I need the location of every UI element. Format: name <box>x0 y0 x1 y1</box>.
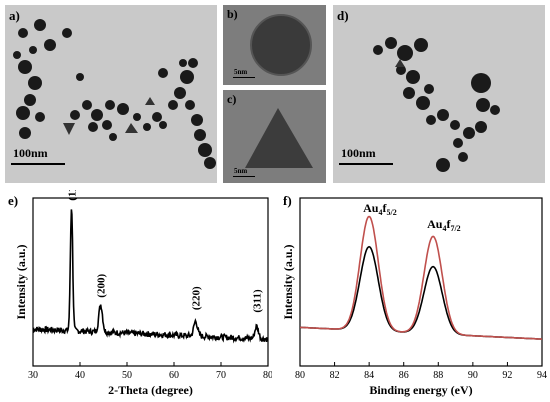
scale-label-a: 100nm <box>13 146 48 160</box>
scale-label-b: 5nm <box>234 68 248 76</box>
nanoparticle-b <box>250 14 312 76</box>
xps-series-1 <box>300 215 542 340</box>
scale-label-d: 100nm <box>341 146 376 160</box>
y-axis-label: Intensity (a.u.) <box>14 244 28 319</box>
scale-bar-c <box>233 176 255 177</box>
panel-label-e: e) <box>8 193 19 208</box>
hrtem-image-b: b) 5nm <box>223 5 326 85</box>
xps-chart: 80 82 84 86 88 90 92 94 Binding energy (eV) Inten… <box>281 197 547 397</box>
y-axis-label: Intensity (a.u.) <box>281 244 295 319</box>
x-axis-label: 2-Theta (degree) <box>108 383 193 397</box>
panel-label-d: d) <box>337 8 349 23</box>
panel-label-c: c) <box>227 92 237 106</box>
x-tick-label: 94 <box>537 370 547 381</box>
nanoparticles-d <box>373 37 500 172</box>
x-tick-label: 92 <box>502 370 512 381</box>
scale-bar-b <box>233 77 255 78</box>
peak-label: (311) <box>252 289 264 313</box>
xrd-line <box>32 209 269 344</box>
panel-label-f: f) <box>283 193 292 208</box>
x-tick-label: 50 <box>122 370 132 381</box>
hrtem-image-c: c) 5nm <box>223 90 326 183</box>
panel-label-a: a) <box>9 8 20 23</box>
x-tick-label: 80 <box>263 370 272 381</box>
plot-frame <box>299 197 543 367</box>
x-tick-label: 80 <box>295 370 305 381</box>
x-tick-label: 82 <box>330 370 340 381</box>
x-tick-label: 90 <box>468 370 478 381</box>
peak-annotation: Au4f5/2 <box>363 201 397 217</box>
peak-label: (220) <box>191 286 203 310</box>
scale-bar-d <box>339 163 393 165</box>
x-axis-label: Binding energy (eV) <box>369 383 472 397</box>
scale-bar-a <box>11 163 65 165</box>
x-tick-label: 84 <box>364 370 374 381</box>
x-tick-label: 88 <box>433 370 443 381</box>
x-tick-label: 40 <box>75 370 85 381</box>
peak-annotation: Au4f7/2 <box>427 217 461 233</box>
x-tick-label: 60 <box>169 370 179 381</box>
x-tick-label: 86 <box>399 370 409 381</box>
scale-label-c: 5nm <box>234 167 248 175</box>
xrd-chart: 30 40 50 60 70 80 2-Theta (degree) Intensity (a… <box>14 190 272 397</box>
x-tick-label: 70 <box>216 370 226 381</box>
peak-label: (200) <box>96 274 108 298</box>
tem-image-a: a) 100nm <box>5 5 217 183</box>
panel-label-b: b) <box>227 7 238 21</box>
tem-image-d: d) 100nm <box>333 5 545 183</box>
peak-label: (111) <box>67 190 79 201</box>
x-tick-label: 30 <box>28 370 38 381</box>
nanotriangle-c <box>245 108 313 168</box>
plot-frame <box>32 197 269 367</box>
nanoparticles-a <box>13 19 216 169</box>
